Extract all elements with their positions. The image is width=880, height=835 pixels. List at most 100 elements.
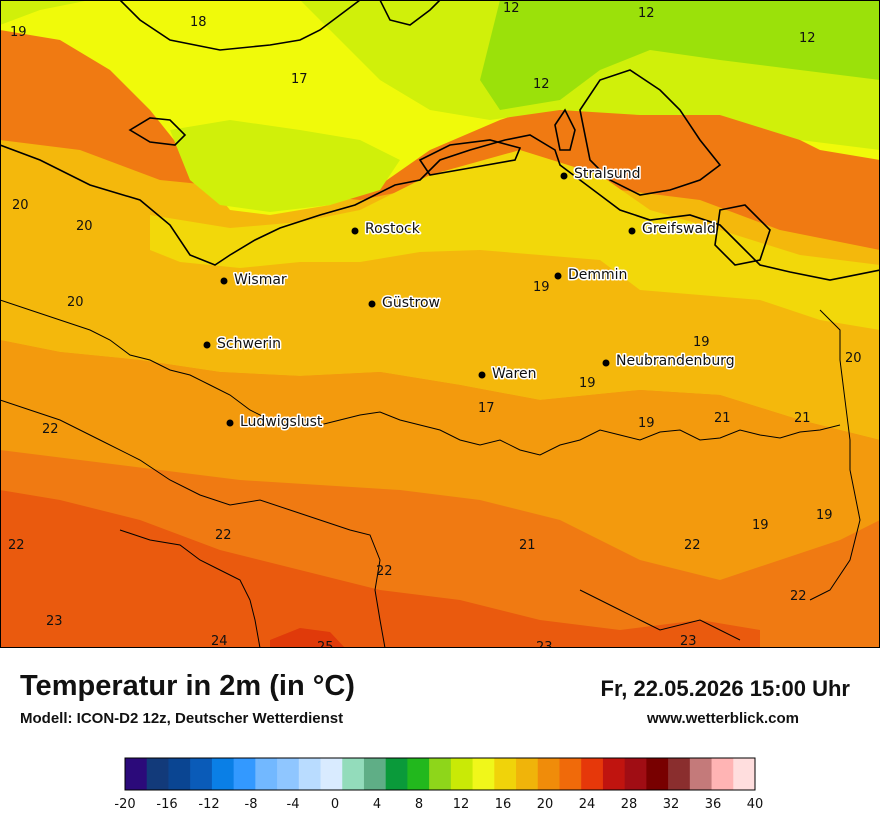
city-markers: Stralsund Rostock Greifswald Demmin Wism… (203, 165, 736, 432)
temp-value: 19 (10, 25, 27, 40)
legend-swatch (472, 758, 495, 790)
danish-island (379, 0, 441, 26)
legend-tick-label: 0 (331, 797, 339, 812)
legend-swatch (733, 758, 756, 790)
legend-swatch (168, 758, 191, 790)
island-north-west (128, 117, 187, 146)
temp-value: 19 (693, 335, 710, 350)
temp-value: 22 (790, 589, 807, 604)
legend-swatch (689, 758, 713, 790)
temp-value: 20 (845, 351, 862, 366)
legend-tick-label: -8 (245, 797, 258, 812)
temp-value: 25 (317, 640, 334, 648)
band-14-mid (170, 120, 400, 212)
legend-swatch (407, 758, 430, 790)
temp-value: 12 (638, 6, 655, 21)
band-21 (0, 340, 880, 580)
city-dot (628, 227, 636, 235)
temp-value: 20 (67, 295, 84, 310)
city-label-guestrow: Güstrow (382, 295, 440, 311)
border-south-west (0, 399, 386, 648)
legend-tick-label: 36 (705, 797, 722, 812)
temp-value: 19 (579, 376, 596, 391)
city-label-schwerin: Schwerin (217, 336, 281, 352)
temp-value: 19 (638, 416, 655, 431)
temperature-map: 19 18 17 12 12 12 12 20 20 20 19 19 20 1… (0, 0, 880, 648)
legend-ticks: -20 -16 -12 -8 -4 0 4 8 12 16 20 24 28 32 36 40 (114, 797, 763, 812)
legend-tick-label: 16 (495, 797, 512, 812)
temp-value: 17 (291, 72, 308, 87)
legend-frame (124, 757, 756, 791)
legend-swatch (537, 758, 560, 790)
legend-swatch (602, 758, 626, 790)
legend-swatch (125, 758, 148, 790)
legend-swatch (429, 758, 452, 790)
band-26 (270, 628, 345, 648)
legend-swatch (211, 758, 235, 790)
temp-value: 22 (376, 564, 393, 579)
color-scale-legend: -20 -16 -12 -8 -4 0 4 8 12 16 20 24 28 32 36 40 (0, 748, 880, 830)
temp-value: 22 (42, 422, 59, 437)
legend-swatch (342, 758, 365, 790)
city-label-greifswald: Greifswald (642, 221, 716, 237)
legend-swatch (363, 758, 387, 790)
city-label-rostock: Rostock (365, 221, 421, 237)
legend-swatch (233, 758, 256, 790)
city-dot (368, 300, 376, 308)
city-label-waren: Waren (492, 366, 536, 382)
temp-value: 23 (46, 614, 63, 629)
legend-swatch (190, 758, 213, 790)
coastline-main (0, 134, 880, 281)
temp-value: 23 (680, 634, 697, 648)
forecast-datetime: Fr, 22.05.2026 15:00 Uhr (600, 676, 851, 701)
legend-swatch (624, 758, 647, 790)
legend-tick-label: 4 (373, 797, 381, 812)
legend-swatch (711, 758, 734, 790)
island-darss (418, 139, 522, 176)
island-ruegen (579, 69, 722, 196)
legend-swatch (385, 758, 408, 790)
legend-tick-label: -4 (287, 797, 300, 812)
legend-tick-label: 28 (621, 797, 638, 812)
legend-swatch (255, 758, 278, 790)
legend-swatch (494, 758, 517, 790)
city-label-neubrandenburg: Neubrandenburg (616, 353, 735, 369)
legend-swatch (668, 758, 691, 790)
city-label-demmin: Demmin (568, 267, 627, 283)
island-usedom (714, 204, 771, 266)
city-dot (554, 272, 562, 280)
band-12 (480, 0, 880, 110)
legend-swatch (581, 758, 604, 790)
temp-value: 17 (478, 401, 495, 416)
temp-value: 22 (684, 538, 701, 553)
temp-value: 23 (536, 640, 553, 648)
temp-value: 21 (519, 538, 536, 553)
temp-value: 24 (211, 634, 228, 648)
legend-swatch (320, 758, 343, 790)
temp-value: 20 (12, 198, 29, 213)
legend-tick-label: -12 (198, 797, 219, 812)
legend-tick-label: 40 (747, 797, 764, 812)
legend-tick-label: -16 (156, 797, 177, 812)
temperature-values: 19 18 17 12 12 12 12 20 20 20 19 19 20 1… (8, 1, 862, 648)
temp-value: 22 (8, 538, 25, 553)
danish-coast (119, 0, 361, 51)
city-label-wismar: Wismar (234, 272, 287, 288)
map-canvas: 19 18 17 12 12 12 12 20 20 20 19 19 20 1… (0, 0, 880, 648)
temp-value: 19 (752, 518, 769, 533)
page-title: Temperatur in 2m (in °C) (20, 670, 355, 702)
band-18 (150, 150, 880, 330)
band-24 (0, 490, 760, 648)
border-poland (809, 309, 861, 601)
temp-value: 19 (533, 280, 550, 295)
city-dot (203, 341, 211, 349)
temp-value: 21 (714, 411, 731, 426)
border-south (119, 529, 261, 648)
website-link[interactable]: www.wetterblick.com (647, 710, 799, 727)
temp-value: 19 (816, 508, 833, 523)
legend-tick-label: 24 (579, 797, 596, 812)
city-dot (478, 371, 486, 379)
legend-tick-label: 8 (415, 797, 423, 812)
temp-value: 22 (215, 528, 232, 543)
city-dot (226, 419, 234, 427)
